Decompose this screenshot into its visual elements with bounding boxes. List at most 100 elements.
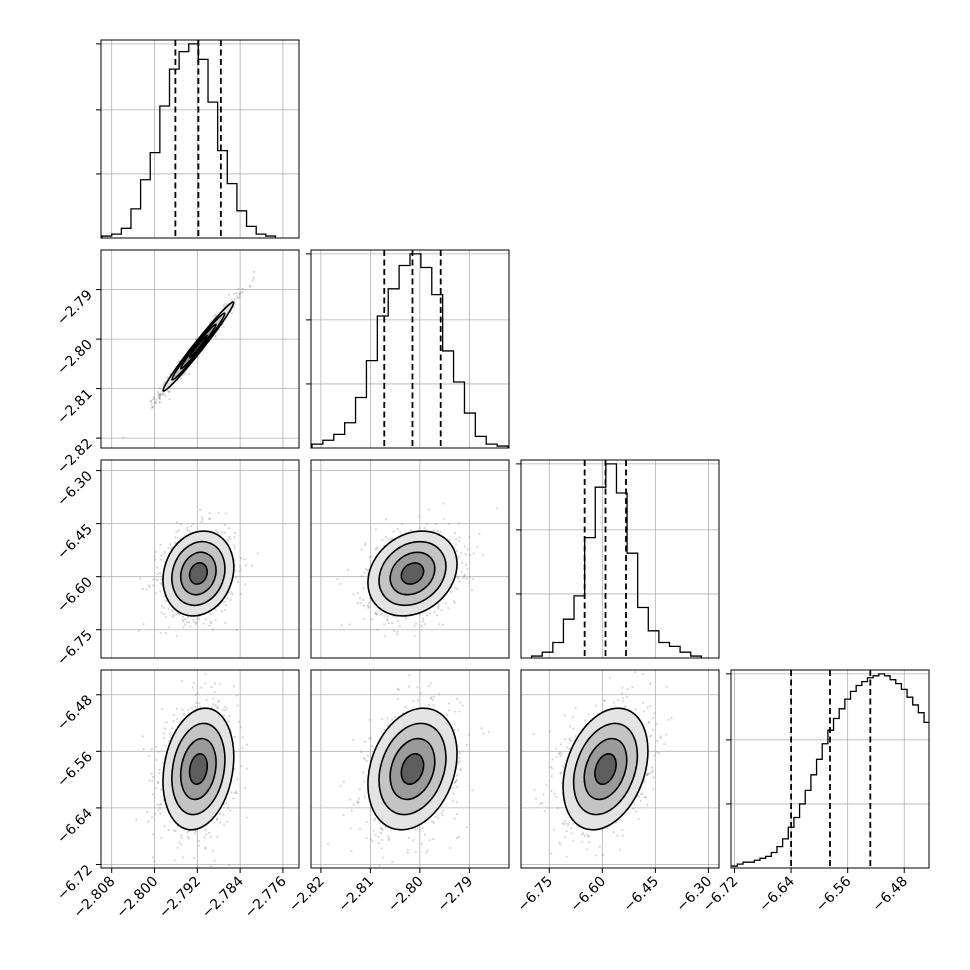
sample-point — [377, 835, 380, 839]
sample-point — [216, 531, 219, 534]
sample-point — [210, 686, 213, 689]
sample-point — [380, 838, 383, 842]
sample-point — [453, 729, 456, 732]
sample-point — [227, 293, 231, 296]
sample-point — [420, 842, 423, 845]
sample-point — [224, 621, 227, 624]
sample-point — [427, 684, 430, 688]
sample-point — [416, 827, 419, 830]
sample-point — [209, 835, 212, 838]
sample-point — [167, 607, 170, 611]
sample-point — [368, 737, 371, 740]
sample-point — [352, 738, 355, 741]
sample-point — [405, 617, 408, 620]
sample-point — [171, 609, 174, 612]
sample-point — [386, 618, 389, 621]
sample-point — [367, 568, 370, 571]
sample-point — [581, 833, 584, 836]
sample-point — [195, 701, 198, 705]
sample-point — [223, 608, 227, 612]
sample-point — [472, 578, 475, 581]
pair-panel-2-3 — [520, 660, 720, 869]
sample-point — [366, 754, 369, 757]
contour-line-1 — [378, 722, 447, 816]
pair-panel-0-3 — [100, 669, 300, 869]
sample-point — [381, 828, 384, 831]
sample-point — [378, 610, 381, 613]
sample-point — [650, 766, 654, 769]
sample-point — [226, 597, 229, 600]
sample-point — [456, 762, 460, 766]
sample-point — [435, 522, 438, 526]
sample-point — [441, 814, 444, 817]
sample-point — [465, 826, 469, 829]
sample-point — [423, 833, 427, 836]
sample-point — [174, 830, 177, 833]
sample-point — [201, 518, 204, 521]
sample-point — [374, 833, 378, 837]
sample-point — [150, 400, 153, 403]
sample-point — [154, 813, 157, 816]
sample-point — [222, 304, 225, 307]
sample-point — [180, 679, 183, 682]
sample-point — [455, 801, 458, 804]
sample-point — [366, 569, 369, 572]
sample-point — [159, 590, 162, 593]
sample-point — [193, 856, 196, 860]
sample-point — [218, 812, 222, 815]
pair-content-0-1 — [122, 270, 256, 439]
sample-point — [374, 611, 377, 614]
sample-point — [151, 405, 155, 409]
sample-point — [235, 694, 239, 697]
sample-point — [496, 507, 499, 510]
sample-point — [190, 525, 193, 528]
sample-point — [197, 356, 200, 359]
sample-point — [183, 713, 187, 716]
sample-point — [244, 583, 247, 586]
sample-point — [204, 828, 207, 832]
contour-line-0 — [367, 707, 458, 831]
sample-point — [204, 682, 207, 685]
sample-point — [236, 778, 239, 781]
sample-point — [219, 682, 222, 686]
sample-point — [150, 816, 154, 819]
sample-point — [238, 292, 241, 296]
sample-point — [252, 276, 256, 280]
sample-point — [456, 837, 459, 840]
hist-frame-1 — [310, 249, 510, 449]
sample-point — [646, 803, 649, 806]
sample-point — [395, 633, 399, 636]
sample-point — [367, 606, 370, 610]
sample-point — [437, 605, 440, 608]
sample-point — [175, 530, 178, 533]
sample-point — [437, 604, 440, 607]
sample-point — [141, 735, 144, 738]
sample-point — [416, 699, 420, 702]
sample-point — [148, 779, 151, 782]
sample-point — [156, 803, 159, 806]
sample-point — [239, 726, 242, 729]
sample-point — [239, 557, 243, 560]
sample-point — [462, 574, 466, 578]
sample-point — [233, 767, 236, 770]
sample-point — [487, 731, 490, 734]
sample-point — [468, 535, 471, 538]
sample-point — [462, 576, 465, 580]
sample-point — [620, 660, 622, 662]
sample-point — [433, 611, 436, 614]
sample-point — [205, 698, 208, 701]
sample-point — [182, 713, 185, 716]
sample-point — [349, 827, 352, 830]
sample-point — [153, 558, 157, 561]
sample-point — [222, 326, 225, 329]
sample-point — [224, 708, 227, 712]
sample-point — [160, 611, 163, 614]
sample-point — [243, 558, 246, 561]
sample-point — [162, 382, 165, 385]
sample-point — [158, 394, 161, 397]
sample-point — [448, 538, 451, 541]
sample-point — [342, 814, 345, 817]
sample-point — [244, 564, 247, 567]
sample-point — [233, 297, 236, 301]
sample-point — [152, 396, 156, 399]
